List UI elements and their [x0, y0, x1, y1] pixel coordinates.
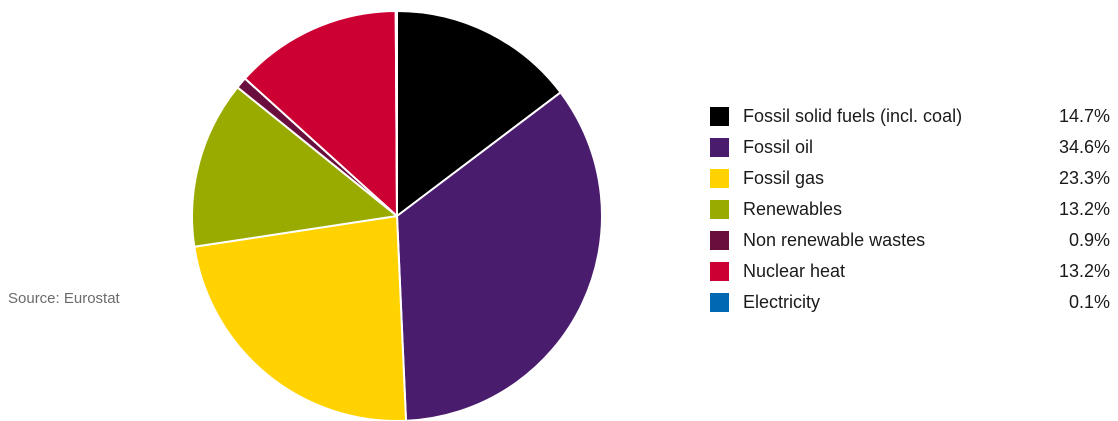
legend-value: 14.7% [1058, 106, 1110, 126]
legend-swatch [710, 200, 729, 219]
legend-item: Renewables 13.2% [710, 194, 1110, 225]
legend-label: Electricity [743, 292, 821, 312]
legend-item: Electricity 0.1% [710, 287, 1110, 318]
legend-label: Fossil solid fuels (incl. coal) [743, 106, 963, 126]
legend-label: Nuclear heat [743, 261, 846, 281]
legend-item: Fossil oil 34.6% [710, 132, 1110, 163]
legend-label: Fossil gas [743, 168, 825, 188]
legend-swatch [710, 169, 729, 188]
pie-slices [191, 9, 603, 421]
pie-slice-3 [191, 86, 398, 248]
legend-value: 34.6% [1058, 137, 1110, 157]
legend-swatch [710, 138, 729, 157]
pie-chart [191, 9, 603, 421]
pie-slice-2 [193, 215, 408, 421]
legend-item: Nuclear heat 13.2% [710, 256, 1110, 287]
legend-label: Non renewable wastes [743, 230, 926, 250]
legend-item: Fossil gas 23.3% [710, 163, 1110, 194]
pie-slice-5 [243, 10, 398, 217]
source-note: Source: Eurostat [8, 290, 120, 307]
legend-swatch [710, 107, 729, 126]
legend-value: 0.1% [1068, 292, 1110, 312]
legend-swatch [710, 293, 729, 312]
legend-item: Fossil solid fuels (incl. coal) 14.7% [710, 101, 1110, 132]
legend-value: 0.9% [1068, 230, 1110, 250]
legend-swatch [710, 231, 729, 250]
legend-item: Non renewable wastes 0.9% [710, 225, 1110, 256]
legend-swatch [710, 262, 729, 281]
pie-slice-1 [396, 91, 603, 421]
legend-label: Fossil oil [743, 137, 814, 157]
legend-value: 13.2% [1058, 261, 1110, 281]
legend: Fossil solid fuels (incl. coal) 14.7% Foss… [710, 101, 1110, 318]
legend-value: 13.2% [1058, 199, 1110, 219]
legend-value: 23.3% [1058, 168, 1110, 188]
legend-label: Renewables [743, 199, 843, 219]
pie-slice-0 [396, 10, 562, 217]
pie-slice-6 [394, 9, 398, 217]
